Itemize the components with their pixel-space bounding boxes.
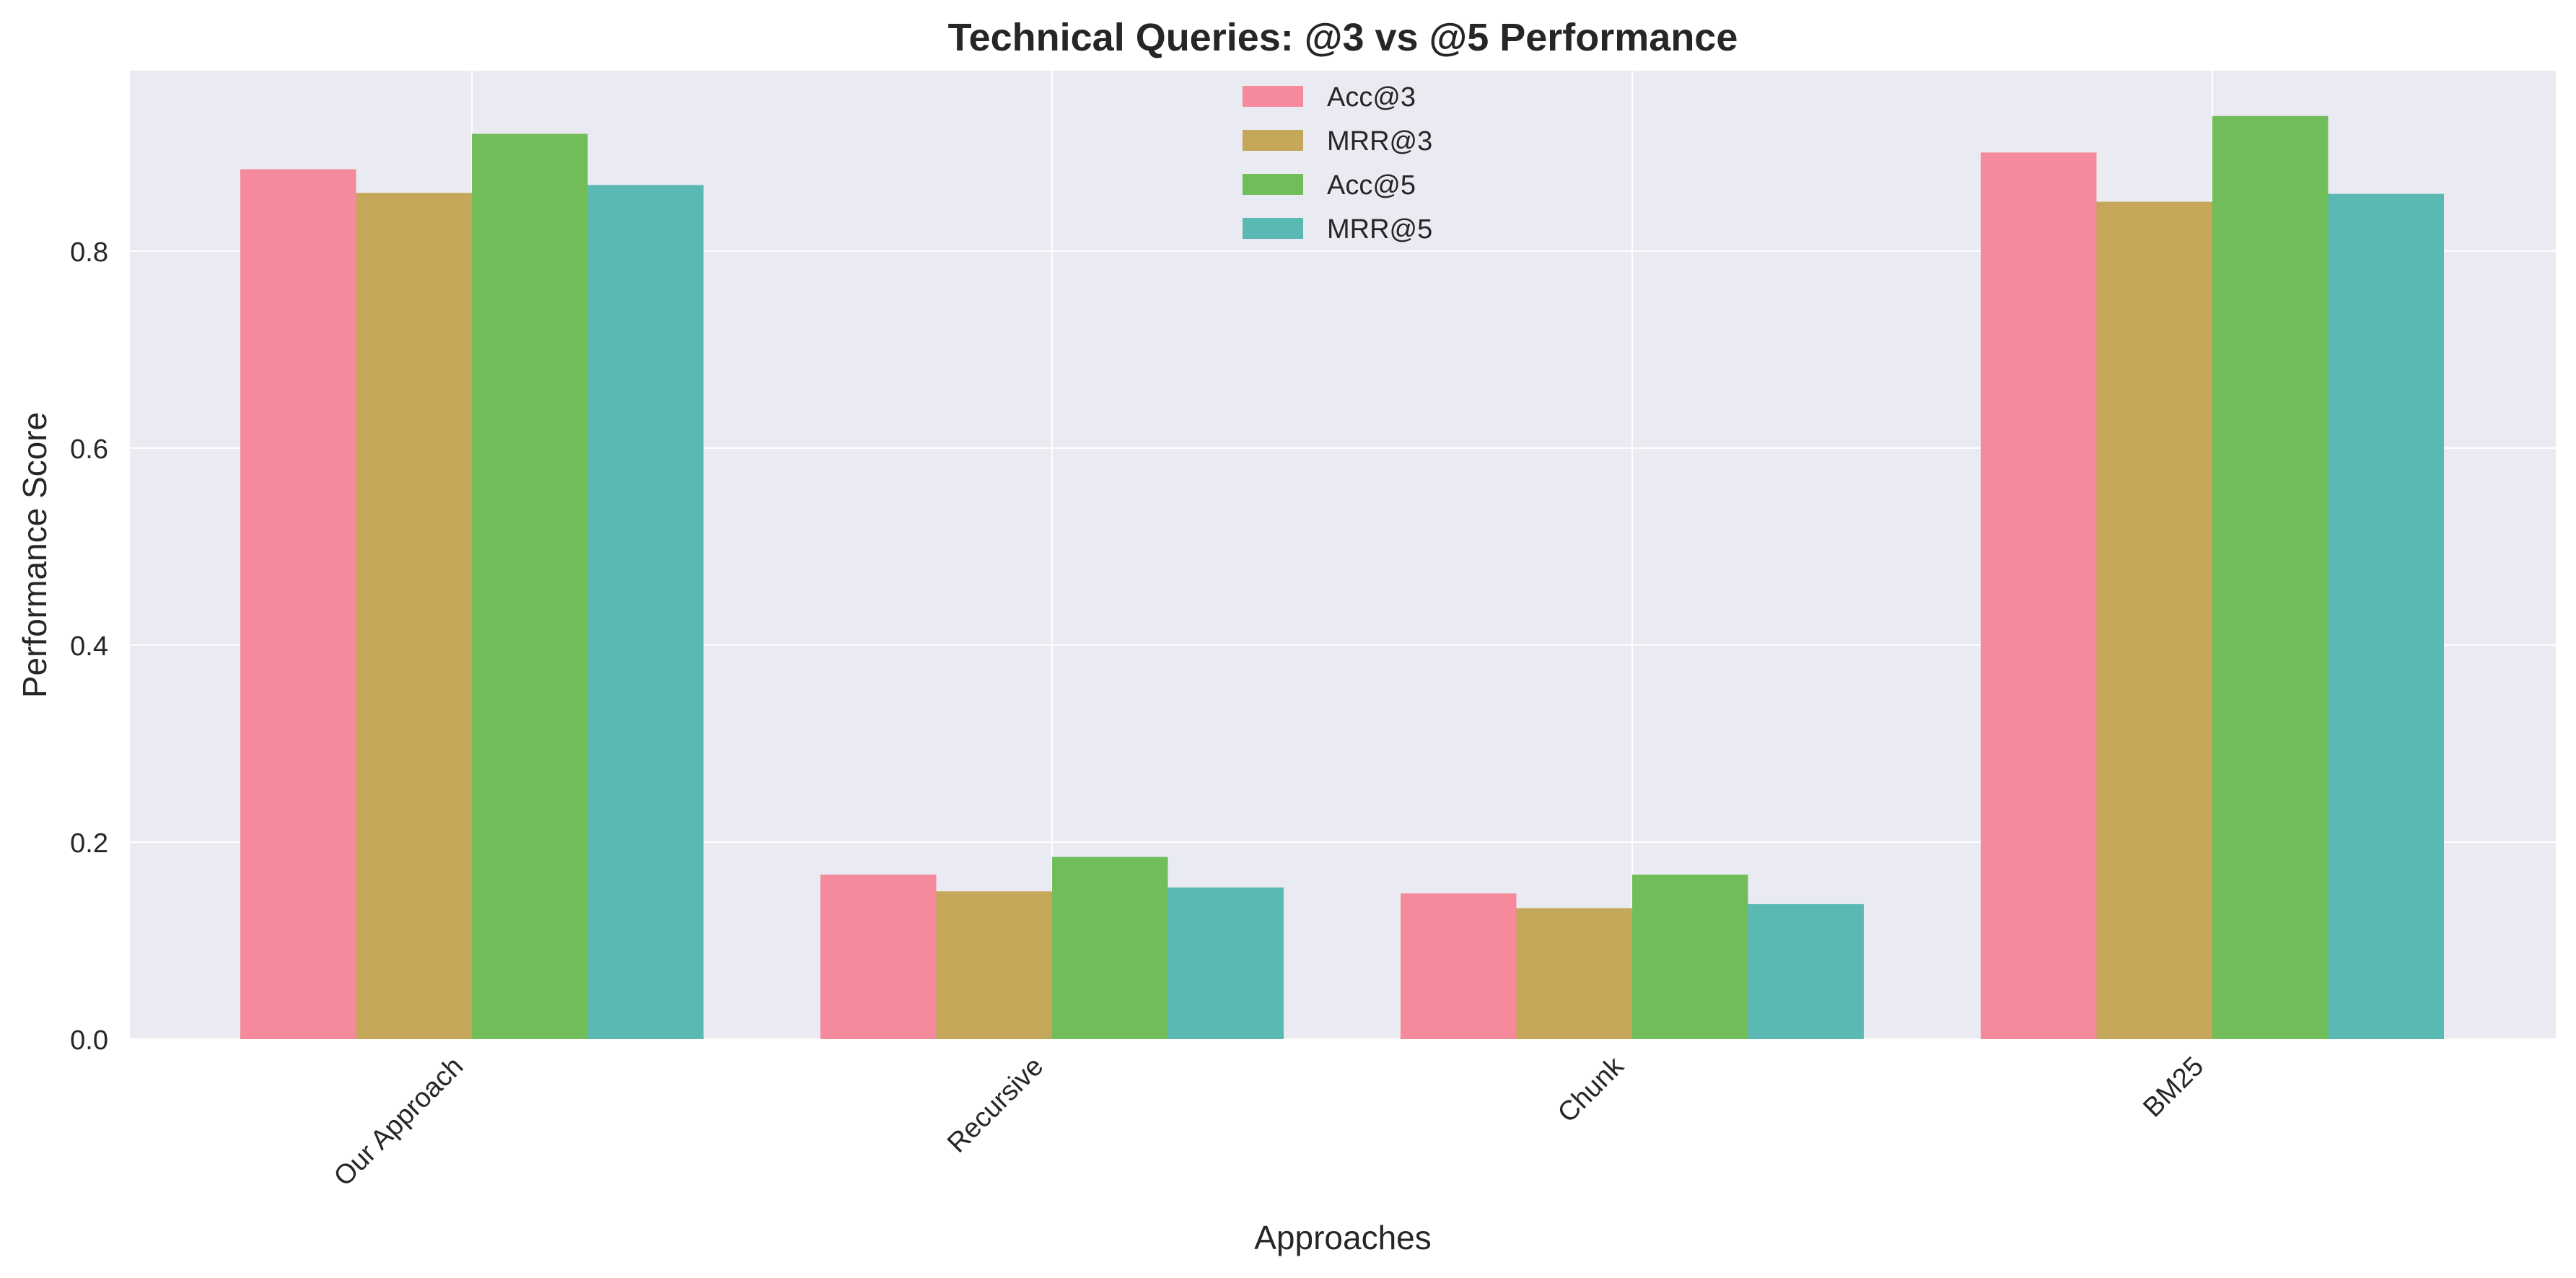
chart-title: Technical Queries: @3 vs @5 Performance bbox=[948, 16, 1738, 59]
bars bbox=[240, 115, 2444, 1040]
bar bbox=[936, 891, 1052, 1039]
y-tick-label: 0.8 bbox=[70, 237, 108, 268]
x-axis-label: Approaches bbox=[1254, 1219, 1432, 1256]
bar bbox=[1401, 893, 1517, 1039]
bar bbox=[2096, 201, 2212, 1039]
bar bbox=[2328, 193, 2444, 1039]
bar bbox=[472, 134, 588, 1040]
x-tick-label: Our Approach bbox=[328, 1051, 470, 1193]
x-tick-label: Recursive bbox=[942, 1051, 1049, 1159]
y-tick-label: 0.4 bbox=[70, 631, 108, 662]
y-tick-label: 0.6 bbox=[70, 434, 108, 465]
bar bbox=[1052, 857, 1168, 1039]
bar bbox=[2212, 115, 2329, 1040]
y-axis-ticks: 0.0 0.2 0.4 0.6 0.8 bbox=[70, 237, 108, 1056]
bar bbox=[1632, 875, 1748, 1039]
legend-label: MRR@3 bbox=[1327, 126, 1432, 157]
bar bbox=[1981, 152, 2097, 1040]
bar bbox=[356, 193, 472, 1039]
legend-label: Acc@3 bbox=[1327, 82, 1416, 113]
legend-swatch bbox=[1243, 86, 1303, 107]
bar bbox=[1748, 903, 1864, 1039]
bar bbox=[1167, 887, 1284, 1039]
legend-label: MRR@5 bbox=[1327, 214, 1432, 245]
x-axis-ticks: Our Approach Recursive Chunk BM25 bbox=[328, 1051, 2210, 1192]
y-tick-label: 0.0 bbox=[70, 1025, 108, 1056]
x-tick-label: Chunk bbox=[1552, 1051, 1630, 1129]
legend-swatch bbox=[1243, 130, 1303, 151]
x-tick-label: BM25 bbox=[2137, 1051, 2209, 1124]
bar bbox=[587, 185, 704, 1039]
legend-label: Acc@5 bbox=[1327, 170, 1416, 201]
bar bbox=[1516, 908, 1632, 1039]
bar bbox=[820, 875, 937, 1039]
legend: Acc@3 MRR@3 Acc@5 MRR@5 bbox=[1243, 82, 1432, 245]
bar bbox=[240, 169, 356, 1039]
legend-swatch bbox=[1243, 174, 1303, 195]
y-tick-label: 0.2 bbox=[70, 828, 108, 859]
legend-swatch bbox=[1243, 218, 1303, 239]
y-axis-label: Performance Score bbox=[16, 412, 53, 698]
